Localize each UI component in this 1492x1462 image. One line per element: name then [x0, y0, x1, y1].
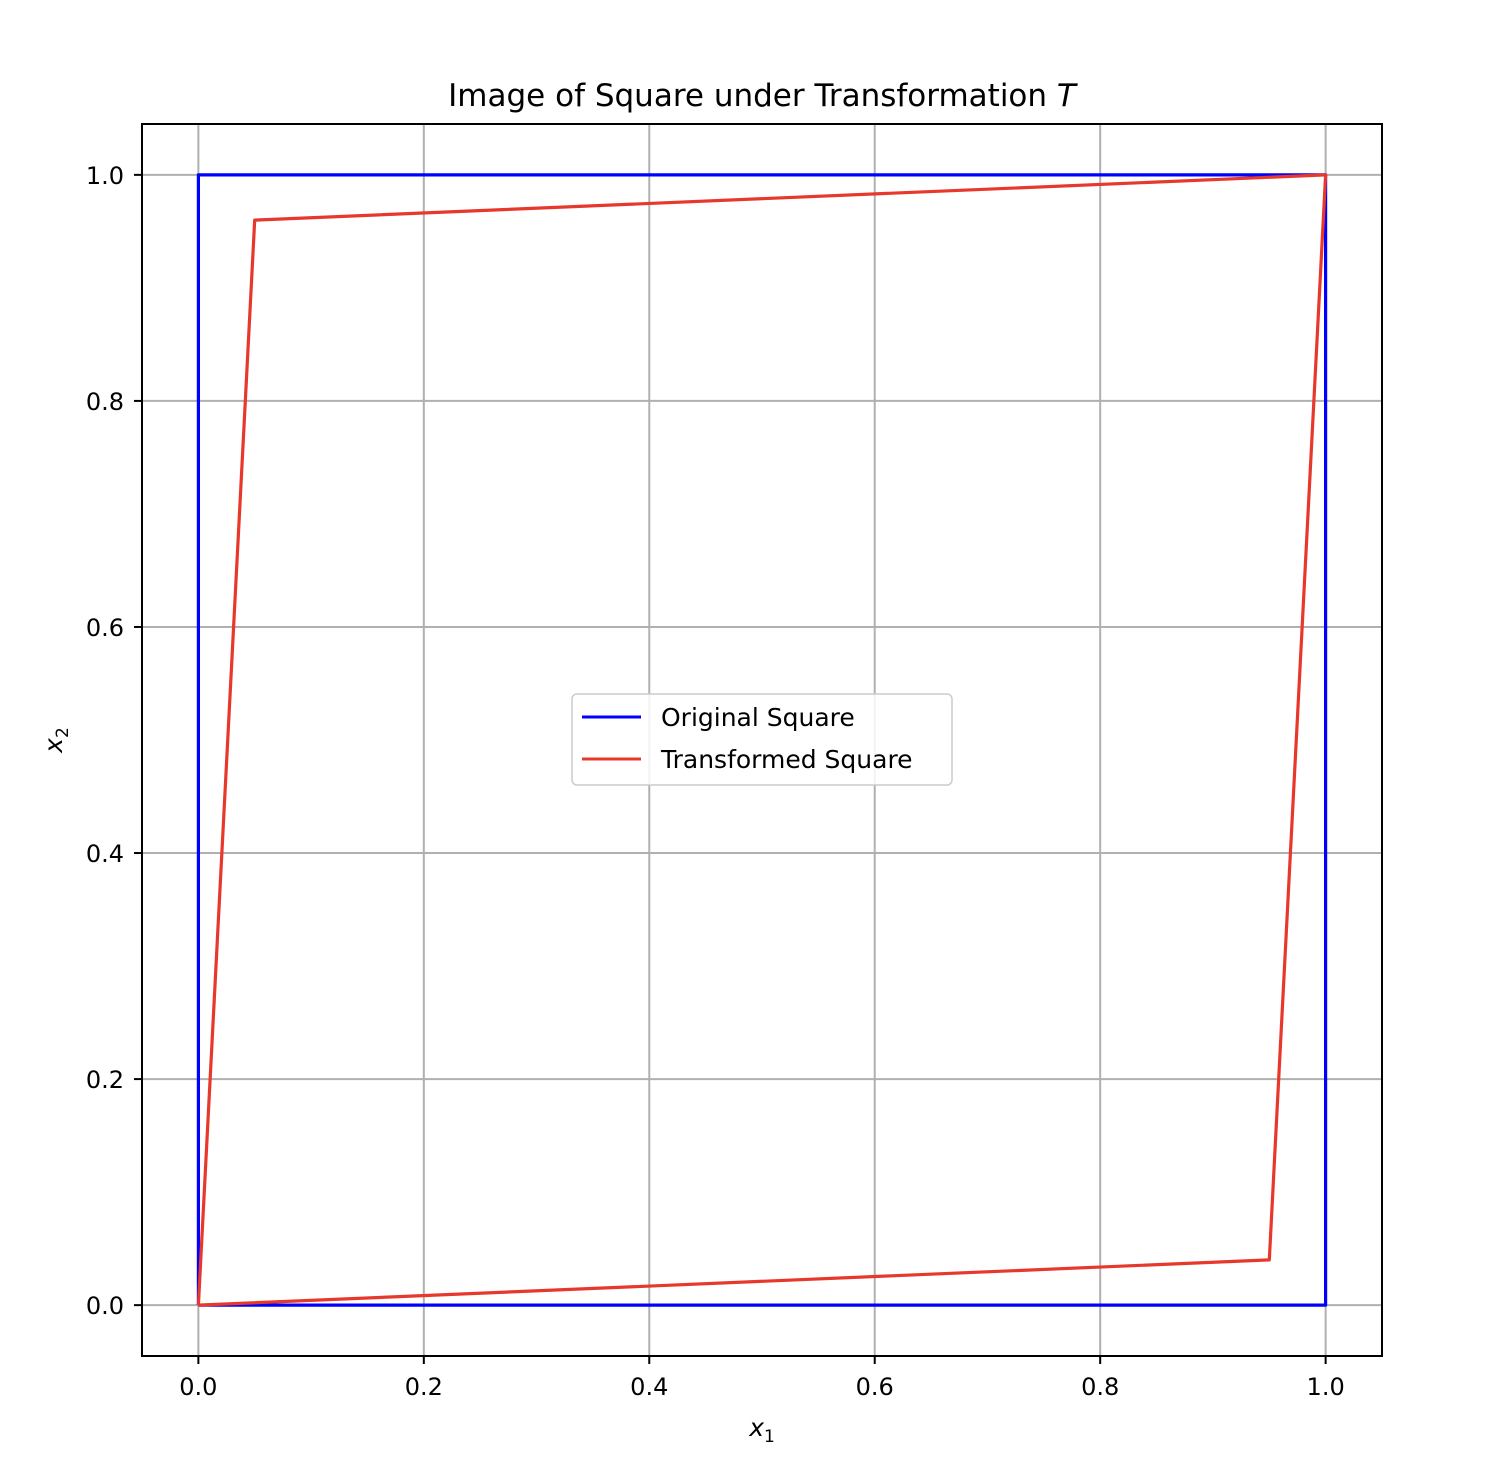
legend-label-transformed-square: Transformed Square — [660, 745, 913, 774]
x-axis-label: x1 — [748, 1413, 775, 1447]
x-tick-label-0.8: 0.8 — [1081, 1373, 1119, 1401]
y-axis-label: x2 — [39, 727, 73, 754]
legend-label-original-square: Original Square — [661, 703, 855, 732]
x-tick-label-1.0: 1.0 — [1307, 1373, 1345, 1401]
plot-frame — [141, 123, 1383, 1357]
x-tick-label-0.2: 0.2 — [405, 1373, 443, 1401]
series-line-transformed-square — [196, 173, 1328, 1307]
x-tick-label-0.6: 0.6 — [856, 1373, 894, 1401]
ticks: 0.0 0.2 0.4 0.6 0.8 1.0 0.0 0.2 0.4 0.6 0.8 1.0 — [86, 162, 1345, 1401]
x-tick-label-0.4: 0.4 — [630, 1373, 668, 1401]
x-tick-label-0.0: 0.0 — [179, 1373, 217, 1401]
y-tick-label-1.0: 1.0 — [86, 162, 124, 190]
y-tick-label-0.4: 0.4 — [86, 840, 124, 868]
y-tick-label-0.2: 0.2 — [86, 1066, 124, 1094]
series-layer — [196, 173, 1328, 1307]
legend: Original Square Transformed Square — [571, 693, 953, 786]
y-tick-label-0.8: 0.8 — [86, 388, 124, 416]
y-tick-label-0.0: 0.0 — [86, 1292, 124, 1320]
legend-box — [571, 693, 953, 786]
chart-title: Image of Square under Transformation T — [448, 78, 1078, 114]
y-tick-label-0.6: 0.6 — [86, 614, 124, 642]
